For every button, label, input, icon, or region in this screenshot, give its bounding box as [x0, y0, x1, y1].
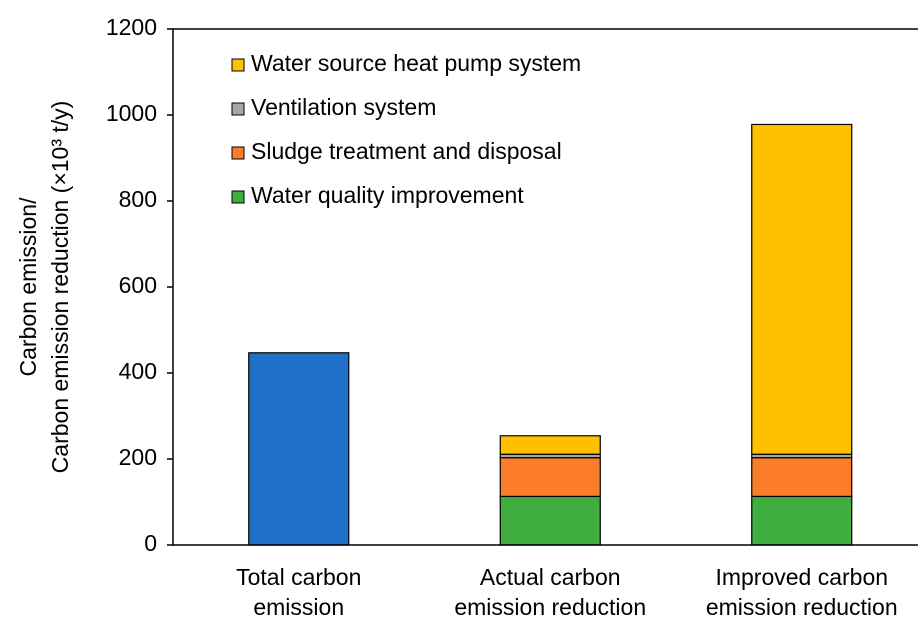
legend-label: Ventilation system [251, 94, 436, 120]
plot-frame [172, 28, 918, 546]
x-tick-label: emission reduction [454, 594, 646, 620]
y-tick-label: 1200 [106, 14, 157, 40]
legend-swatch [231, 190, 245, 204]
legend-swatch [231, 146, 245, 160]
y-tick-label: 200 [119, 444, 157, 470]
y-label-line: Carbon emission/ [15, 197, 41, 377]
legend-swatch [231, 58, 245, 72]
y-tick-label: 400 [119, 358, 157, 384]
bar [248, 352, 350, 546]
x-tick-label: emission reduction [706, 594, 898, 620]
bar-segment [751, 123, 853, 455]
x-tick-label: emission [253, 594, 344, 620]
y-tick-label: 600 [119, 272, 157, 298]
legend-label: Water quality improvement [251, 182, 524, 208]
y-tick-label: 1000 [106, 100, 157, 126]
legend-label: Water source heat pump system [251, 50, 581, 76]
bar-segment [751, 457, 853, 498]
y-tick-label: 800 [119, 186, 157, 212]
x-tick-label: Improved carbon [715, 564, 888, 590]
legend-swatch [231, 102, 245, 116]
bar-segment [751, 495, 853, 546]
y-label-line: Carbon emission reduction (×10³ t/y) [47, 101, 73, 474]
y-label: Carbon emission/ Carbon emission reducti… [15, 101, 73, 474]
y-tick-label: 0 [144, 530, 157, 556]
x-tick-label: Actual carbon [480, 564, 621, 590]
bar-segment [499, 495, 601, 546]
bar-segment [499, 457, 601, 498]
legend-label: Sludge treatment and disposal [251, 138, 562, 164]
bar-segment [499, 435, 601, 455]
x-tick-label: Total carbon [236, 564, 361, 590]
